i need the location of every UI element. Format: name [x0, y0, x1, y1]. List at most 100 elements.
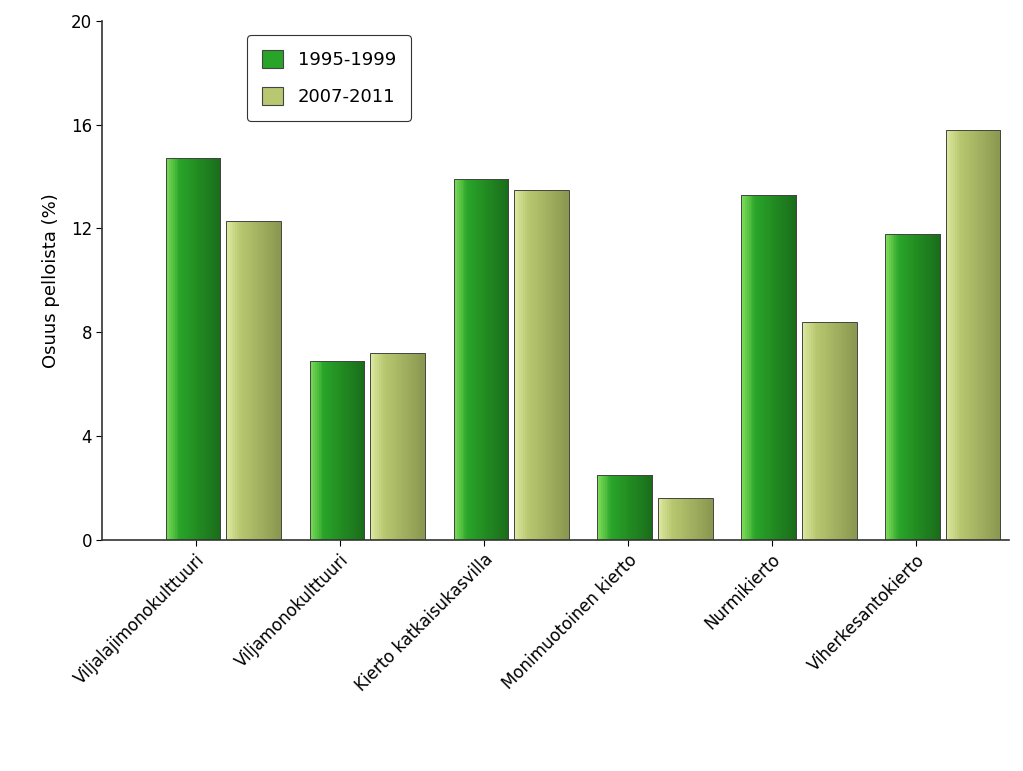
Bar: [986, 130, 988, 540]
Bar: [707, 498, 709, 540]
Bar: [742, 195, 744, 540]
Bar: [201, 158, 203, 540]
Bar: [844, 322, 846, 540]
Bar: [951, 130, 953, 540]
Bar: [889, 234, 891, 540]
Bar: [350, 361, 352, 540]
Bar: [607, 475, 609, 540]
Bar: [310, 361, 312, 540]
Bar: [204, 158, 206, 540]
Bar: [331, 361, 333, 540]
Bar: [851, 322, 853, 540]
Bar: [993, 130, 995, 540]
Bar: [529, 190, 531, 540]
Bar: [818, 322, 820, 540]
Y-axis label: Osuus pelloista (%): Osuus pelloista (%): [42, 193, 59, 368]
Bar: [215, 158, 217, 540]
Bar: [770, 195, 772, 540]
Bar: [355, 361, 357, 540]
Bar: [348, 361, 350, 540]
Bar: [785, 195, 787, 540]
Bar: [219, 158, 221, 540]
Bar: [344, 361, 346, 540]
Bar: [362, 361, 364, 540]
Bar: [826, 322, 828, 540]
Bar: [647, 475, 649, 540]
Bar: [419, 353, 421, 540]
Bar: [756, 195, 758, 540]
Bar: [774, 195, 776, 540]
Bar: [605, 475, 607, 540]
Bar: [490, 179, 492, 540]
Bar: [644, 475, 647, 540]
Bar: [206, 158, 208, 540]
Bar: [504, 179, 506, 540]
Bar: [380, 353, 382, 540]
Bar: [270, 221, 272, 540]
Bar: [177, 158, 179, 540]
Bar: [936, 234, 938, 540]
Bar: [887, 234, 889, 540]
Bar: [918, 234, 920, 540]
Bar: [774, 195, 776, 540]
Bar: [743, 195, 745, 540]
Bar: [233, 221, 235, 540]
Bar: [336, 361, 337, 540]
Bar: [326, 361, 328, 540]
Bar: [373, 353, 375, 540]
Bar: [397, 353, 399, 540]
Bar: [313, 361, 315, 540]
Bar: [457, 179, 459, 540]
Bar: [961, 130, 963, 540]
Bar: [492, 179, 494, 540]
Bar: [213, 158, 215, 540]
Bar: [530, 190, 532, 540]
Bar: [927, 234, 929, 540]
Bar: [910, 234, 913, 540]
Bar: [477, 179, 479, 540]
Bar: [758, 195, 760, 540]
Bar: [490, 179, 492, 540]
Bar: [472, 179, 474, 540]
Bar: [173, 158, 175, 540]
Bar: [634, 475, 636, 540]
Bar: [639, 475, 641, 540]
Bar: [494, 179, 495, 540]
Bar: [651, 475, 653, 540]
Bar: [178, 158, 180, 540]
Bar: [761, 195, 763, 540]
Bar: [913, 234, 915, 540]
Bar: [597, 475, 599, 540]
Bar: [166, 158, 168, 540]
Bar: [196, 158, 198, 540]
Bar: [485, 179, 487, 540]
Bar: [782, 195, 784, 540]
Bar: [688, 498, 691, 540]
Bar: [377, 353, 380, 540]
Bar: [279, 221, 281, 540]
Bar: [903, 234, 905, 540]
Bar: [691, 498, 693, 540]
Bar: [182, 158, 184, 540]
Bar: [927, 234, 929, 540]
Bar: [315, 361, 317, 540]
Bar: [169, 158, 171, 540]
Bar: [917, 234, 919, 540]
Bar: [813, 322, 814, 540]
Bar: [324, 361, 326, 540]
Bar: [462, 179, 464, 540]
Bar: [520, 190, 522, 540]
Bar: [266, 221, 268, 540]
Bar: [770, 195, 772, 540]
Bar: [370, 353, 425, 540]
Bar: [989, 130, 991, 540]
Bar: [237, 221, 239, 540]
Bar: [607, 475, 609, 540]
Bar: [637, 475, 639, 540]
Bar: [208, 158, 210, 540]
Bar: [399, 353, 401, 540]
Bar: [625, 475, 627, 540]
Bar: [891, 234, 893, 540]
Bar: [811, 322, 813, 540]
Bar: [809, 322, 811, 540]
